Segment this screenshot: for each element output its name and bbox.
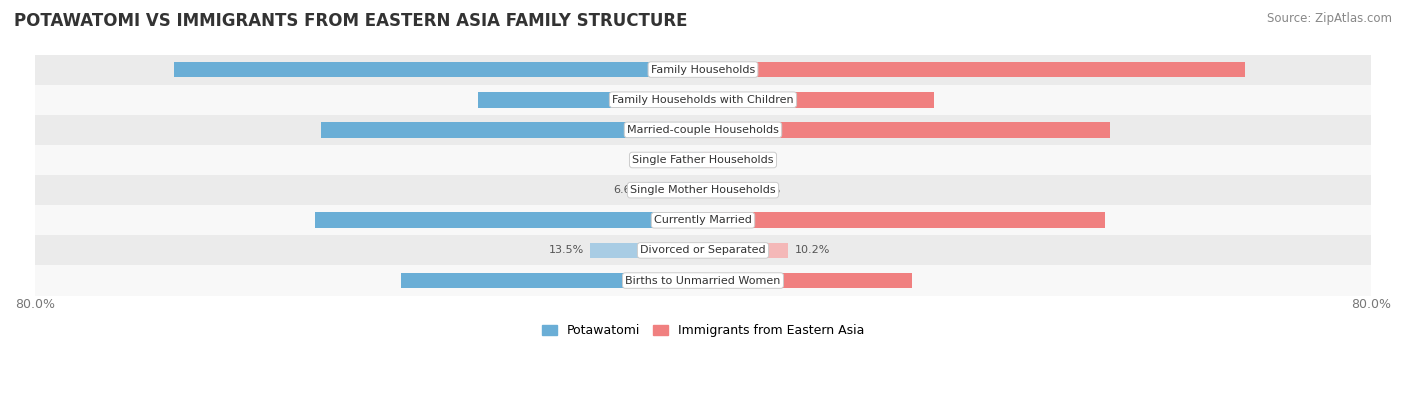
Text: 46.5%: 46.5% bbox=[690, 215, 730, 225]
Bar bbox=[703, 213, 1105, 228]
Text: Births to Unmarried Women: Births to Unmarried Women bbox=[626, 276, 780, 286]
Text: 48.8%: 48.8% bbox=[676, 125, 716, 135]
Text: 10.2%: 10.2% bbox=[794, 245, 830, 256]
Bar bbox=[322, 122, 703, 138]
Bar bbox=[35, 55, 1371, 85]
Bar bbox=[682, 152, 703, 168]
Bar bbox=[35, 175, 1371, 205]
Bar bbox=[703, 273, 911, 288]
Bar bbox=[591, 243, 703, 258]
Bar bbox=[703, 243, 789, 258]
Text: Single Mother Households: Single Mother Households bbox=[630, 185, 776, 195]
Bar bbox=[703, 92, 935, 107]
Text: 64.9%: 64.9% bbox=[676, 64, 716, 75]
Text: Single Father Households: Single Father Households bbox=[633, 155, 773, 165]
Text: POTAWATOMI VS IMMIGRANTS FROM EASTERN ASIA FAMILY STRUCTURE: POTAWATOMI VS IMMIGRANTS FROM EASTERN AS… bbox=[14, 12, 688, 30]
Text: 27.7%: 27.7% bbox=[676, 95, 716, 105]
Text: 48.2%: 48.2% bbox=[676, 215, 716, 225]
Bar bbox=[315, 213, 703, 228]
Text: 13.5%: 13.5% bbox=[548, 245, 583, 256]
Text: 2.5%: 2.5% bbox=[647, 155, 675, 165]
Text: Family Households with Children: Family Households with Children bbox=[612, 95, 794, 105]
Text: Source: ZipAtlas.com: Source: ZipAtlas.com bbox=[1267, 12, 1392, 25]
Bar bbox=[35, 265, 1371, 295]
Bar bbox=[703, 152, 718, 168]
Text: 6.6%: 6.6% bbox=[613, 185, 641, 195]
Text: 5.1%: 5.1% bbox=[752, 185, 780, 195]
Bar bbox=[478, 92, 703, 107]
Bar bbox=[703, 122, 1111, 138]
Bar bbox=[703, 182, 745, 198]
Text: Family Households: Family Households bbox=[651, 64, 755, 75]
Text: Married-couple Households: Married-couple Households bbox=[627, 125, 779, 135]
Text: 1.9%: 1.9% bbox=[725, 155, 754, 165]
Bar bbox=[648, 182, 703, 198]
Text: Divorced or Separated: Divorced or Separated bbox=[640, 245, 766, 256]
Bar bbox=[35, 85, 1371, 115]
Bar bbox=[35, 235, 1371, 265]
Text: Currently Married: Currently Married bbox=[654, 215, 752, 225]
Bar bbox=[35, 145, 1371, 175]
Text: 36.2%: 36.2% bbox=[690, 276, 730, 286]
Text: 25.0%: 25.0% bbox=[678, 276, 716, 286]
Text: 26.9%: 26.9% bbox=[690, 95, 730, 105]
Bar bbox=[401, 273, 703, 288]
Legend: Potawatomi, Immigrants from Eastern Asia: Potawatomi, Immigrants from Eastern Asia bbox=[537, 320, 869, 342]
Text: 63.3%: 63.3% bbox=[690, 64, 728, 75]
Bar bbox=[174, 62, 703, 77]
Bar bbox=[703, 62, 1244, 77]
Text: 45.7%: 45.7% bbox=[690, 125, 730, 135]
Bar bbox=[35, 205, 1371, 235]
Bar bbox=[35, 115, 1371, 145]
